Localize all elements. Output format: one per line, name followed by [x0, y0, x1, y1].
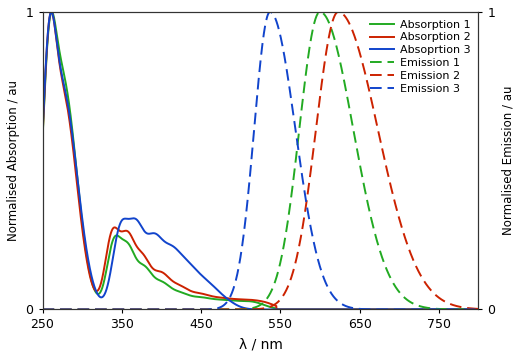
Emission 2: [421, 279, 427, 284]
Absorption 2: [171, 280, 177, 284]
Absorption 1: [475, 307, 481, 311]
Absoprtion 3: [475, 307, 481, 311]
Emission 2: [40, 307, 46, 311]
Emission 3: [213, 306, 219, 311]
Y-axis label: Normalised Emission / au: Normalised Emission / au: [501, 86, 514, 236]
Emission 3: [267, 10, 273, 14]
Emission 1: [421, 305, 427, 309]
Absorption 1: [40, 137, 46, 141]
Absorption 2: [40, 135, 46, 139]
Absorption 1: [421, 307, 428, 311]
Absorption 2: [274, 307, 280, 311]
Emission 1: [213, 307, 219, 311]
Line: Absoprtion 3: Absoprtion 3: [43, 12, 478, 309]
Absorption 2: [48, 10, 55, 14]
Emission 3: [430, 307, 437, 311]
Absorption 1: [126, 242, 132, 246]
X-axis label: λ / nm: λ / nm: [239, 337, 282, 351]
Emission 1: [317, 10, 323, 14]
Line: Emission 1: Emission 1: [43, 12, 478, 309]
Absoprtion 3: [40, 130, 46, 134]
Absoprtion 3: [60, 81, 67, 85]
Absorption 2: [475, 307, 481, 311]
Absorption 1: [60, 69, 67, 74]
Absorption 2: [213, 295, 219, 299]
Emission 1: [171, 307, 177, 311]
Absorption 1: [171, 287, 177, 292]
Emission 1: [126, 307, 132, 311]
Line: Emission 3: Emission 3: [43, 12, 478, 309]
Emission 1: [430, 306, 437, 311]
Emission 3: [126, 307, 132, 311]
Absorption 2: [126, 230, 132, 234]
Absoprtion 3: [126, 217, 132, 221]
Absorption 1: [48, 10, 55, 14]
Line: Emission 2: Emission 2: [43, 12, 478, 309]
Absorption 2: [60, 84, 67, 88]
Line: Absorption 2: Absorption 2: [43, 12, 478, 309]
Emission 1: [475, 307, 481, 311]
Y-axis label: Normalised Absorption / au: Normalised Absorption / au: [7, 80, 20, 241]
Emission 2: [335, 10, 341, 14]
Emission 3: [60, 307, 67, 311]
Absoprtion 3: [421, 307, 428, 311]
Absoprtion 3: [48, 10, 55, 14]
Emission 2: [213, 307, 219, 311]
Emission 3: [421, 307, 427, 311]
Emission 3: [171, 307, 177, 311]
Emission 2: [171, 307, 177, 311]
Emission 2: [126, 307, 132, 311]
Absoprtion 3: [213, 286, 219, 290]
Emission 3: [40, 307, 46, 311]
Line: Absorption 1: Absorption 1: [43, 12, 478, 309]
Emission 1: [40, 307, 46, 311]
Emission 3: [475, 307, 481, 311]
Legend: Absorption 1, Absorption 2, Absoprtion 3, Emission 1, Emission 2, Emission 3: Absorption 1, Absorption 2, Absoprtion 3…: [368, 18, 473, 96]
Absorption 2: [430, 307, 437, 311]
Emission 1: [60, 307, 67, 311]
Absorption 1: [274, 307, 280, 311]
Emission 2: [60, 307, 67, 311]
Absorption 1: [213, 297, 219, 301]
Absoprtion 3: [430, 307, 437, 311]
Emission 2: [430, 291, 437, 295]
Absorption 2: [421, 307, 428, 311]
Absoprtion 3: [274, 307, 280, 311]
Absorption 1: [430, 307, 437, 311]
Absoprtion 3: [171, 245, 177, 249]
Emission 2: [475, 307, 481, 311]
